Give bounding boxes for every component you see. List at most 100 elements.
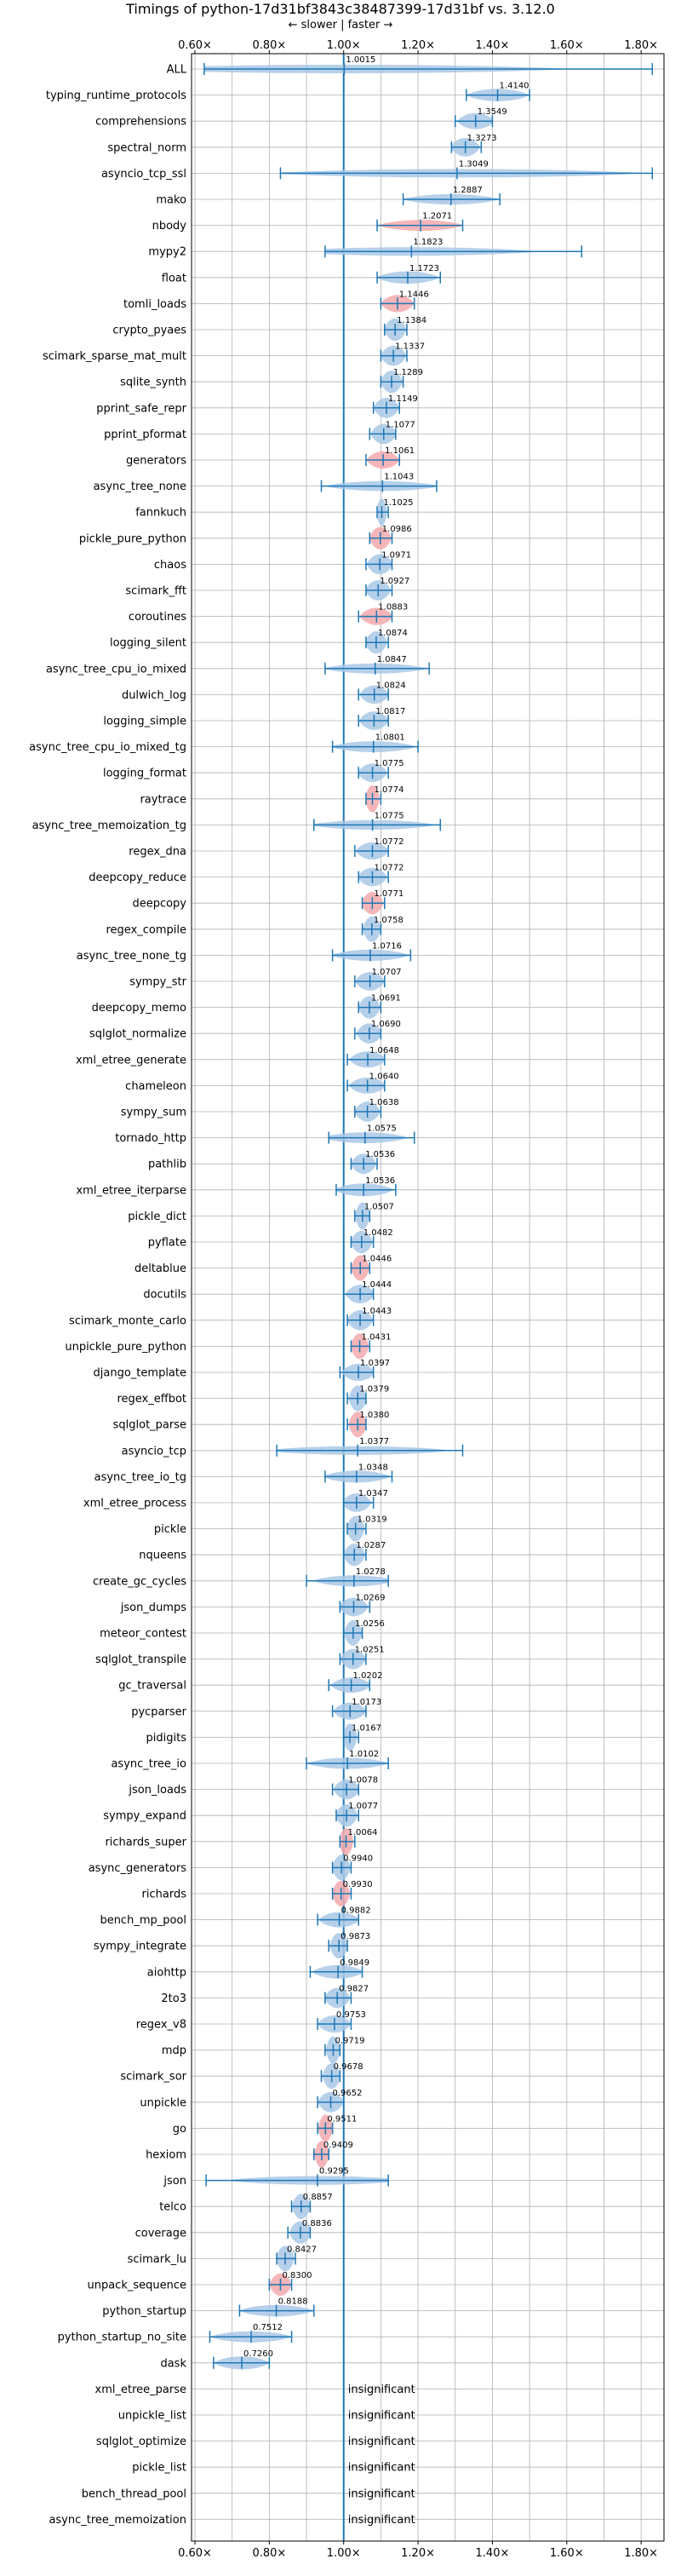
value-label: 1.0077: [348, 1802, 378, 1811]
benchmark-label: regex_compile: [106, 923, 186, 936]
value-label: 1.1337: [395, 342, 425, 352]
value-label: 1.0379: [359, 1385, 389, 1394]
benchmark-label: pycparser: [131, 1705, 186, 1718]
benchmark-label: scimark_sparse_mat_mult: [43, 350, 186, 363]
benchmark-label: logging_format: [103, 768, 186, 780]
benchmark-label: async_tree_none: [94, 480, 186, 493]
insignificant-label: insignificant: [348, 2514, 415, 2527]
value-label: 0.9930: [343, 1880, 373, 1889]
insignificant-label: insignificant: [348, 2487, 415, 2500]
benchmark-label: meteor_contest: [100, 1628, 186, 1641]
benchmark-label: xml_etree_process: [83, 1498, 186, 1510]
value-label: 0.9295: [319, 2167, 349, 2176]
benchmark-label: sqlglot_normalize: [89, 1028, 186, 1041]
value-label: 1.0397: [360, 1359, 390, 1368]
insignificant-label: insignificant: [348, 2435, 415, 2448]
value-label: 0.8427: [287, 2245, 317, 2254]
benchmark-label: crypto_pyaes: [112, 325, 186, 337]
benchmark-label: sqlite_synth: [120, 377, 186, 389]
benchmark-label: mypy2: [148, 246, 186, 259]
benchmark-label: scimark_monte_carlo: [69, 1314, 186, 1327]
value-label: 1.0771: [374, 889, 403, 899]
x-tick-label-bottom: 1.20×: [401, 2547, 435, 2560]
value-label: 0.9753: [336, 2010, 366, 2020]
value-label: 1.0446: [362, 1255, 392, 1264]
value-label: 1.0078: [348, 1776, 378, 1785]
benchmark-label: 2to3: [161, 1992, 186, 2005]
value-label: 0.7512: [253, 2323, 283, 2332]
value-label: 1.1043: [384, 473, 414, 482]
value-label: 1.0380: [359, 1411, 389, 1420]
benchmark-label: python_startup: [102, 2305, 186, 2318]
benchmark-label: go: [173, 2123, 186, 2136]
value-label: 1.0377: [359, 1437, 389, 1446]
value-label: 1.1061: [385, 446, 415, 456]
benchmark-label: sympy_expand: [103, 1810, 186, 1823]
value-label: 1.0772: [374, 864, 403, 873]
x-tick-label-top: 1.60×: [550, 39, 584, 52]
benchmark-label: async_tree_memoization_tg: [32, 819, 186, 832]
benchmark-label: sqlglot_optimize: [96, 2435, 186, 2448]
benchmark-label: async_tree_cpu_io_mixed: [46, 663, 186, 676]
benchmark-label: unpickle: [140, 2096, 186, 2109]
value-label: 1.0638: [369, 1098, 399, 1107]
benchmark-label: deltablue: [134, 1262, 186, 1275]
value-label: 1.3049: [459, 159, 489, 169]
benchmark-label: mdp: [162, 2044, 186, 2057]
benchmark-label: raytrace: [140, 793, 186, 806]
value-label: 1.0319: [358, 1515, 387, 1525]
benchmark-label: pidigits: [146, 1732, 187, 1745]
value-label: 1.0251: [355, 1646, 385, 1655]
benchmark-label: pprint_safe_repr: [96, 402, 186, 415]
benchmark-label: scimark_lu: [128, 2253, 186, 2266]
value-label: 1.0640: [369, 1072, 399, 1081]
value-label: 0.9849: [340, 1958, 369, 1968]
benchmark-label: django_template: [94, 1367, 186, 1380]
benchmark-label: scimark_sor: [120, 2071, 186, 2084]
value-label: 1.0536: [365, 1150, 395, 1159]
benchmark-label: sympy_str: [129, 976, 186, 989]
benchmark-label: aiohttp: [147, 1966, 186, 1979]
benchmark-label: pickle_pure_python: [79, 532, 186, 545]
value-label: 1.3273: [467, 134, 497, 143]
value-label: 1.0173: [352, 1698, 381, 1707]
value-label: 1.0507: [364, 1202, 394, 1211]
benchmark-label: xml_etree_generate: [76, 1054, 186, 1067]
benchmark-label: chaos: [154, 559, 186, 572]
benchmark-label: nqueens: [139, 1550, 186, 1562]
value-label: 1.0775: [375, 759, 404, 768]
value-label: 1.0482: [363, 1228, 393, 1238]
labels: 0.60× 0.60× 0.80× 0.80× 1.00× 1.00× 1.20× 1.20×…: [29, 39, 658, 2560]
value-label: 0.8857: [303, 2193, 333, 2202]
value-label: 0.9511: [327, 2114, 357, 2124]
value-label: 1.0774: [375, 785, 404, 795]
value-label: 1.2071: [422, 212, 452, 221]
benchmark-label: ALL: [167, 64, 187, 77]
value-label: 0.8300: [282, 2271, 312, 2280]
benchmark-label: bench_thread_pool: [82, 2487, 186, 2500]
x-tick-label-top: 1.00×: [327, 39, 361, 52]
value-label: 1.0064: [348, 1828, 378, 1837]
grid-lines: [192, 50, 664, 2544]
benchmark-label: sqlglot_parse: [113, 1419, 186, 1432]
benchmark-label: telco: [159, 2201, 186, 2214]
benchmark-label: deepcopy: [132, 898, 186, 911]
benchmark-label: docutils: [143, 1289, 186, 1302]
benchmark-label: richards: [142, 1889, 187, 1901]
insignificant-label: insignificant: [348, 2410, 415, 2423]
x-tick-label-bottom: 1.60×: [550, 2547, 584, 2560]
x-tick-label-top: 1.20×: [401, 39, 435, 52]
benchmark-label: tornado_http: [115, 1132, 186, 1145]
value-label: 1.0772: [374, 837, 403, 847]
benchmark-label: async_generators: [89, 1862, 187, 1875]
benchmark-label: pickle_list: [132, 2462, 186, 2475]
benchmark-label: xml_etree_parse: [95, 2383, 186, 2396]
value-label: 0.8836: [302, 2219, 332, 2228]
value-label: 0.8188: [278, 2297, 308, 2307]
value-label: 1.0883: [378, 603, 408, 612]
value-label: 1.0690: [371, 1020, 401, 1029]
value-label: 1.4140: [500, 82, 529, 91]
value-label: 1.1723: [409, 264, 439, 273]
benchmark-label: unpack_sequence: [87, 2280, 186, 2292]
value-label: 1.0269: [355, 1593, 385, 1602]
